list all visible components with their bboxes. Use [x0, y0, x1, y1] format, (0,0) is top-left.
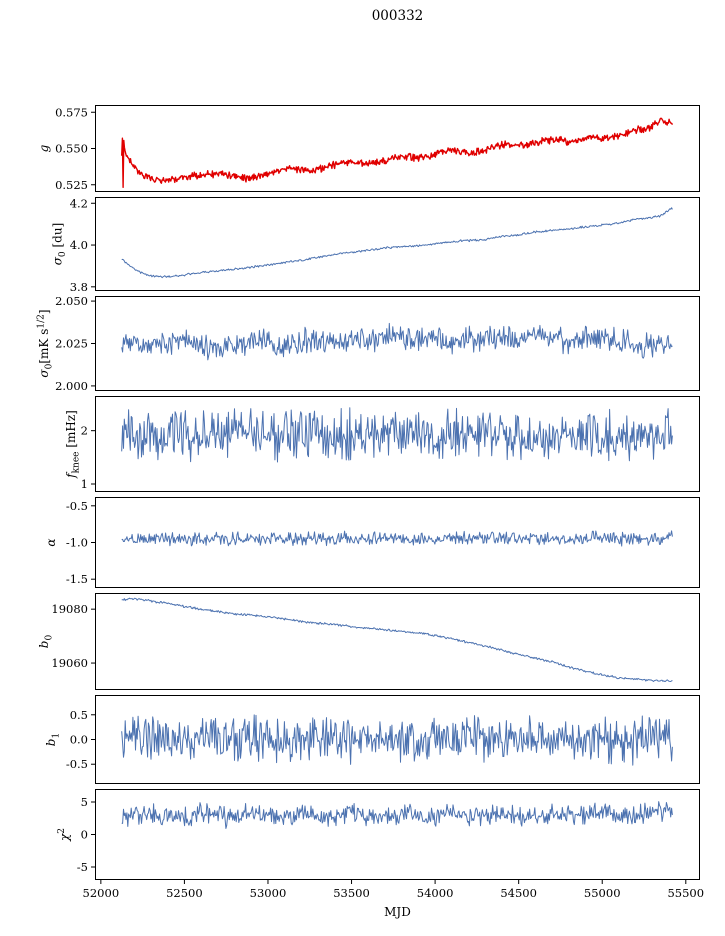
- svg-text:α: α: [44, 538, 58, 546]
- y-tick-label: 0.575: [55, 105, 88, 119]
- x-tick-label: 54500: [500, 886, 537, 900]
- y-tick-label: 19060: [51, 656, 88, 670]
- y-tick-label: 0.0: [70, 733, 88, 747]
- panel-b1: -0.5 0.0 0.5 b1: [44, 695, 700, 784]
- y-axis-label: σ0 [du]: [51, 223, 69, 266]
- axes-frame: [95, 105, 700, 192]
- y-tick-label: -0.5: [66, 757, 88, 771]
- figure-title: 000332: [371, 8, 424, 24]
- panel-chi2: -5 0 5 χ2 52000 52500 53000 53500 54000 54500 5500…: [57, 789, 704, 919]
- y-tick-label: 0.5: [70, 708, 88, 722]
- y-tick-label: 4.0: [70, 238, 88, 252]
- y-tick-label: 0.550: [55, 142, 88, 156]
- x-axis-label: MJD: [384, 905, 411, 919]
- y-tick-label: 1: [81, 477, 88, 491]
- x-tick-label: 53000: [250, 886, 287, 900]
- y-tick-label: 3.8: [70, 280, 88, 294]
- panel-alpha: -1.5 -1.0 -0.5 α: [44, 497, 700, 588]
- series-sigma0_du: [121, 207, 673, 279]
- panel-sigma0_du: 3.8 4.0 4.2σ0 [du]: [51, 196, 700, 294]
- axes-frame: [95, 197, 700, 291]
- x-tick-label: 53500: [333, 886, 370, 900]
- y-axis-label: b0: [37, 635, 55, 649]
- y-tick-label: -1.0: [66, 536, 88, 550]
- y-axis-label: fknee [mHz]: [64, 410, 82, 479]
- y-tick-label: -0.5: [66, 499, 88, 513]
- y-tick-label: 4.2: [70, 196, 88, 210]
- axes-frame: [95, 497, 700, 588]
- y-axis-label: σ0[mK s1/2]: [37, 309, 55, 377]
- y-tick-label: 0.525: [55, 178, 88, 192]
- svg-text:b1: b1: [44, 733, 62, 746]
- x-tick-label: 52500: [166, 886, 203, 900]
- axes-frame: [95, 593, 700, 690]
- y-tick-label: 5: [81, 795, 88, 809]
- svg-text:g: g: [37, 144, 51, 152]
- series-f_knee: [121, 407, 673, 463]
- series-alpha: [121, 530, 673, 547]
- x-tick-label: 54000: [417, 886, 454, 900]
- series-g: [121, 117, 674, 189]
- axes-frame: [95, 789, 700, 880]
- panel-g: 0.525 0.550 0.575 g: [37, 105, 700, 192]
- x-tick-label: 52000: [83, 886, 120, 900]
- series-b1: [121, 714, 673, 766]
- x-tick-label: 55500: [667, 886, 704, 900]
- y-tick-label: 2.000: [55, 379, 88, 393]
- axes-frame: [95, 695, 700, 784]
- y-tick-label: -5: [77, 860, 88, 874]
- y-axis-label: χ2: [57, 828, 72, 842]
- axes-frame: [95, 296, 700, 391]
- y-axis-label: g: [37, 144, 51, 152]
- y-tick-label: 2.050: [55, 294, 88, 308]
- axes-frame: [95, 396, 700, 492]
- y-tick-label: 19080: [51, 602, 88, 616]
- svg-text:fknee [mHz]: fknee [mHz]: [64, 410, 82, 479]
- y-tick-label: 0: [81, 828, 88, 842]
- svg-text:b0: b0: [37, 635, 55, 649]
- x-tick-label: 55000: [584, 886, 621, 900]
- series-chi2: [121, 801, 673, 829]
- y-axis-label: b1: [44, 733, 62, 746]
- y-tick-label: -1.5: [66, 572, 88, 586]
- series-sigma0_rms: [121, 322, 673, 361]
- svg-text:χ2: χ2: [57, 828, 72, 842]
- panel-b0: 19060 19080 b0: [37, 593, 700, 690]
- svg-text:σ0 [du]: σ0 [du]: [51, 223, 69, 266]
- y-tick-label: 2: [81, 424, 88, 438]
- svg-text:σ0[mK s1/2]: σ0[mK s1/2]: [37, 309, 55, 377]
- series-b0: [121, 597, 673, 683]
- y-tick-label: 2.025: [55, 337, 88, 351]
- y-axis-label: α: [44, 538, 58, 546]
